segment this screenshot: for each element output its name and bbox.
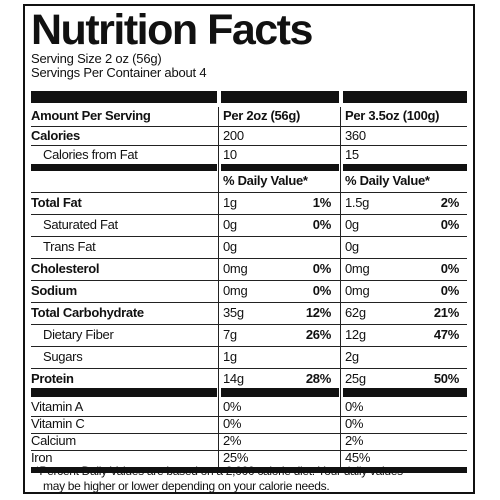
vitamin-iron-label: Iron xyxy=(31,450,53,465)
nutrient-total-carbohydrate-dv-col2: 21% xyxy=(433,305,459,320)
nutrient-trans-fat-label: Trans Fat xyxy=(43,239,96,254)
thick-divider xyxy=(343,164,467,171)
nutrition-facts-panel: Nutrition Facts Serving Size 2 oz (56g) … xyxy=(23,4,475,494)
nutrient-saturated-fat-dv-col2: 0% xyxy=(440,217,460,232)
servings-per-container: Servings Per Container about 4 xyxy=(31,65,207,80)
nutrient-cholesterol-label: Cholesterol xyxy=(31,261,100,276)
nutrient-protein-amount-col2: 25g xyxy=(345,371,366,386)
calories-from-fat-label: Calories from Fat xyxy=(43,147,138,162)
row-divider xyxy=(31,450,467,451)
nutrient-cholesterol-dv-col2: 0% xyxy=(440,261,460,276)
nutrient-total-fat-amount-col1: 1g xyxy=(223,195,237,210)
row-divider xyxy=(31,324,467,325)
row-divider xyxy=(31,302,467,303)
thick-divider xyxy=(31,467,467,473)
vitamin-vitamin-a-col1: 0% xyxy=(223,399,242,414)
footnote-line-1: *Percent Daily Values are based on a 2,0… xyxy=(35,464,403,478)
column-header-per-100g: Per 3.5oz (100g) xyxy=(345,108,440,123)
vitamin-vitamin-c-label: Vitamin C xyxy=(31,416,85,431)
nutrient-dietary-fiber-amount-col2: 12g xyxy=(345,327,366,342)
nutrient-dietary-fiber-dv-col1: 26% xyxy=(305,327,331,342)
column-divider xyxy=(340,107,341,467)
nutrient-trans-fat-amount-col2: 0g xyxy=(345,239,359,254)
nutrient-protein-label: Protein xyxy=(31,371,74,386)
vitamin-vitamin-c-col1: 0% xyxy=(223,416,242,431)
footnote: *Percent Daily Values are based on a 2,0… xyxy=(35,464,475,494)
nutrient-total-fat-dv-col1: 1% xyxy=(312,195,332,210)
vitamin-iron-col1: 25% xyxy=(223,450,249,465)
nutrient-sodium-amount-col1: 0mg xyxy=(223,283,248,298)
nutrient-saturated-fat-amount-col1: 0g xyxy=(223,217,237,232)
calories-value-col2: 360 xyxy=(345,128,366,143)
nutrient-sodium-dv-col1: 0% xyxy=(312,283,332,298)
nutrient-total-carbohydrate-dv-col1: 12% xyxy=(305,305,331,320)
calories-from-fat-col2: 15 xyxy=(345,147,359,162)
nutrient-sodium-dv-col2: 0% xyxy=(440,283,460,298)
row-divider xyxy=(31,433,467,434)
row-divider xyxy=(31,346,467,347)
nutrient-sugars-amount-col1: 1g xyxy=(223,349,237,364)
row-divider xyxy=(31,126,467,127)
nutrient-sugars-amount-col2: 2g xyxy=(345,349,359,364)
row-divider xyxy=(31,192,467,193)
column-divider xyxy=(218,107,219,467)
nutrient-total-fat-amount-col2: 1.5g xyxy=(345,195,370,210)
vitamin-vitamin-a-label: Vitamin A xyxy=(31,399,83,414)
nutrient-cholesterol-dv-col1: 0% xyxy=(312,261,332,276)
column-header-per-2oz: Per 2oz (56g) xyxy=(223,108,301,123)
row-divider xyxy=(31,416,467,417)
nutrient-total-carbohydrate-amount-col1: 35g xyxy=(223,305,244,320)
calories-label: Calories xyxy=(31,128,80,143)
thick-divider xyxy=(221,91,339,103)
thick-divider xyxy=(343,91,467,103)
row-divider xyxy=(31,280,467,281)
vitamin-calcium-label: Calcium xyxy=(31,433,76,448)
vitamin-iron-col2: 45% xyxy=(345,450,371,465)
calories-value-col1: 200 xyxy=(223,128,244,143)
nutrient-protein-dv-col1: 28% xyxy=(305,371,331,386)
vitamin-vitamin-a-col2: 0% xyxy=(345,399,364,414)
nutrient-sodium-label: Sodium xyxy=(31,283,77,298)
label-title: Nutrition Facts xyxy=(31,6,313,54)
vitamin-calcium-col2: 2% xyxy=(345,433,364,448)
vitamin-vitamin-c-col2: 0% xyxy=(345,416,364,431)
nutrient-protein-amount-col1: 14g xyxy=(223,371,244,386)
nutrient-sugars-label: Sugars xyxy=(43,349,83,364)
row-divider xyxy=(31,258,467,259)
nutrient-total-fat-label: Total Fat xyxy=(31,195,82,210)
row-divider xyxy=(31,145,467,146)
nutrient-total-carbohydrate-label: Total Carbohydrate xyxy=(31,305,144,320)
nutrient-total-fat-dv-col2: 2% xyxy=(440,195,460,210)
serving-size: Serving Size 2 oz (56g) xyxy=(31,51,162,66)
thick-divider xyxy=(221,388,339,397)
thick-divider xyxy=(31,91,217,103)
nutrient-protein-dv-col2: 50% xyxy=(433,371,459,386)
nutrient-cholesterol-amount-col1: 0mg xyxy=(223,261,248,276)
daily-value-header-col2: % Daily Value* xyxy=(345,173,430,188)
thick-divider xyxy=(343,388,467,397)
nutrient-saturated-fat-dv-col1: 0% xyxy=(312,217,332,232)
nutrient-saturated-fat-label: Saturated Fat xyxy=(43,217,118,232)
row-divider xyxy=(31,236,467,237)
nutrient-saturated-fat-amount-col2: 0g xyxy=(345,217,359,232)
thick-divider xyxy=(31,164,217,171)
row-divider xyxy=(31,368,467,369)
vitamin-calcium-col1: 2% xyxy=(223,433,242,448)
nutrient-total-carbohydrate-amount-col2: 62g xyxy=(345,305,366,320)
thick-divider xyxy=(31,388,217,397)
nutrient-sodium-amount-col2: 0mg xyxy=(345,283,370,298)
daily-value-header-col1: % Daily Value* xyxy=(223,173,308,188)
nutrient-dietary-fiber-label: Dietary Fiber xyxy=(43,327,114,342)
nutrient-trans-fat-amount-col1: 0g xyxy=(223,239,237,254)
thick-divider xyxy=(221,164,339,171)
footnote-line-2: may be higher or lower depending on your… xyxy=(43,479,330,493)
nutrient-cholesterol-amount-col2: 0mg xyxy=(345,261,370,276)
amount-per-serving-heading: Amount Per Serving xyxy=(31,108,151,123)
nutrient-dietary-fiber-dv-col2: 47% xyxy=(433,327,459,342)
row-divider xyxy=(31,214,467,215)
nutrient-dietary-fiber-amount-col1: 7g xyxy=(223,327,237,342)
calories-from-fat-col1: 10 xyxy=(223,147,237,162)
